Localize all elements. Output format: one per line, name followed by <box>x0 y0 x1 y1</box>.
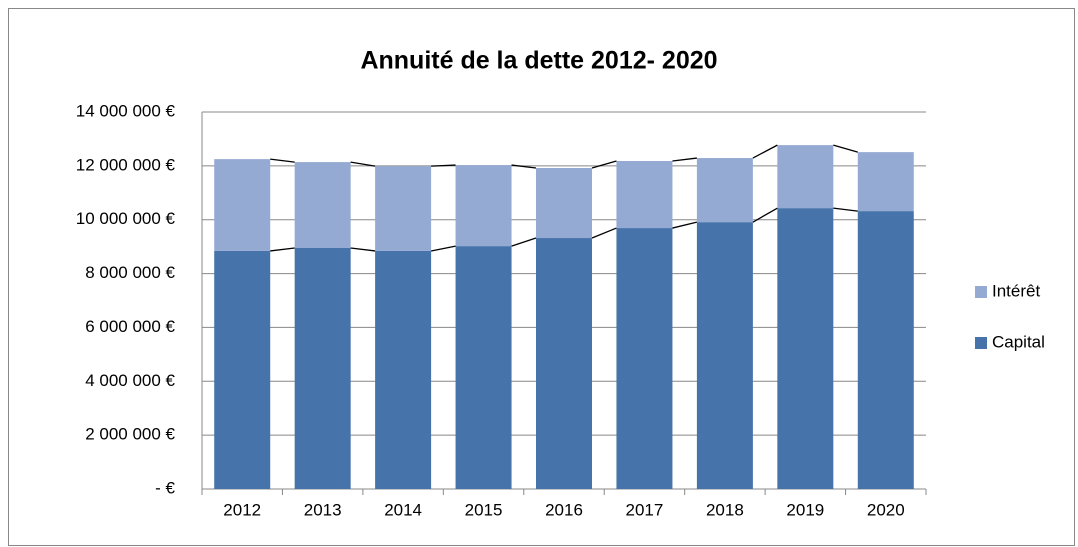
legend-swatch <box>975 337 987 349</box>
bar <box>777 145 834 209</box>
x-tick-label: 2013 <box>304 500 342 519</box>
bar <box>294 247 351 489</box>
x-tick-label: 2017 <box>626 500 664 519</box>
legend-label: Capital <box>992 332 1045 351</box>
bar <box>696 158 753 223</box>
series-line <box>350 247 376 252</box>
series-line <box>511 237 537 247</box>
y-tick-label: - € <box>155 478 175 497</box>
bar <box>294 162 351 248</box>
y-tick-label: 6 000 000 € <box>85 317 175 336</box>
bar <box>777 208 834 489</box>
series-line <box>270 158 295 163</box>
bar <box>616 228 673 490</box>
bar <box>455 165 512 247</box>
x-tick-label: 2019 <box>786 500 824 519</box>
y-tick-label: 2 000 000 € <box>85 425 175 444</box>
series-line <box>591 160 617 169</box>
series-line <box>270 247 295 252</box>
bar <box>375 166 432 251</box>
series-line <box>752 207 778 223</box>
bar <box>616 161 673 229</box>
x-tick-label: 2014 <box>384 500 422 519</box>
y-tick-label: 4 000 000 € <box>85 371 175 390</box>
x-tick-label: 2015 <box>465 500 503 519</box>
bar <box>857 211 914 489</box>
series-line <box>672 157 697 162</box>
series-line <box>430 245 456 252</box>
series-line <box>591 227 617 239</box>
series-line <box>350 161 376 167</box>
y-tick-label: 8 000 000 € <box>85 263 175 282</box>
y-tick-label: 12 000 000 € <box>76 155 176 174</box>
series-line <box>833 207 858 212</box>
x-tick-label: 2016 <box>545 500 583 519</box>
bar <box>455 246 512 489</box>
x-tick-label: 2020 <box>867 500 905 519</box>
legend-label: Intérêt <box>992 281 1040 300</box>
y-tick-label: 14 000 000 € <box>76 101 176 120</box>
x-tick-label: 2012 <box>223 500 261 519</box>
legend-swatch <box>975 286 987 298</box>
x-tick-label: 2018 <box>706 500 744 519</box>
series-line <box>511 164 537 169</box>
y-tick-label: 10 000 000 € <box>76 209 176 228</box>
bar <box>696 222 753 489</box>
bar <box>375 250 432 489</box>
bar <box>536 168 592 239</box>
series-line <box>431 164 456 167</box>
bar <box>214 159 271 251</box>
bar <box>536 238 592 489</box>
bar <box>214 250 271 489</box>
bar <box>857 152 914 212</box>
chart-title: Annuité de la dette 2012- 2020 <box>360 47 717 75</box>
series-line <box>833 144 858 153</box>
series-line <box>672 221 698 229</box>
series-line <box>752 144 778 159</box>
